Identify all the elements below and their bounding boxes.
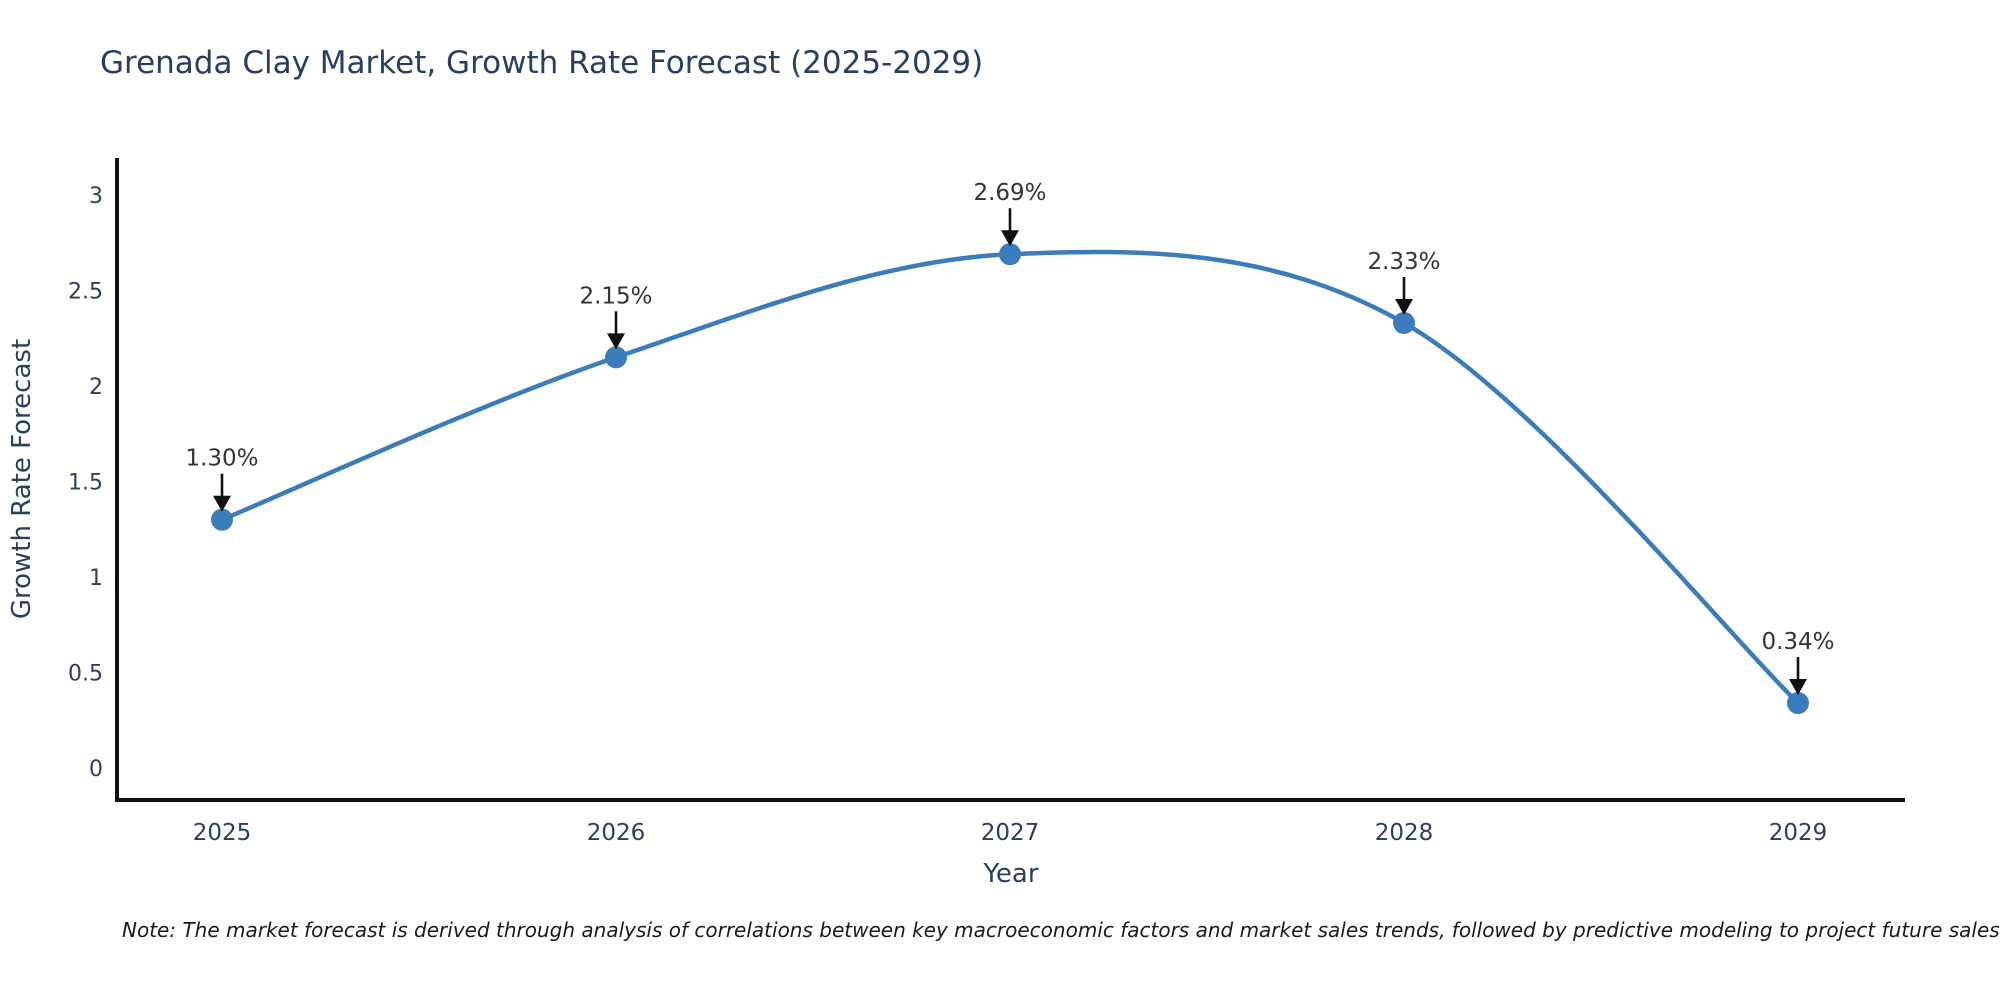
y-tick-label: 0 bbox=[89, 757, 103, 782]
x-tick-label: 2025 bbox=[193, 820, 252, 846]
annotation-label: 0.34% bbox=[1761, 629, 1834, 655]
annotation-label: 2.15% bbox=[579, 283, 652, 309]
series-line bbox=[219, 249, 1801, 706]
annotation-arrow-head bbox=[213, 495, 231, 512]
data-point-marker bbox=[211, 508, 233, 531]
data-point-marker bbox=[605, 346, 627, 369]
footnote: Note: The market forecast is derived thr… bbox=[122, 918, 2000, 942]
y-tick-label: 1 bbox=[89, 566, 103, 591]
chart-title: Grenada Clay Market, Growth Rate Forecas… bbox=[100, 45, 984, 81]
x-tick-label: 2026 bbox=[587, 820, 646, 846]
annotation-arrow-head bbox=[1001, 230, 1019, 247]
data-point-marker bbox=[1787, 692, 1809, 715]
annotation-arrow-head bbox=[607, 333, 625, 350]
x-tick-label: 2027 bbox=[981, 820, 1040, 846]
annotation-arrow-head bbox=[1395, 298, 1413, 315]
x-tick-label: 2029 bbox=[1769, 820, 1828, 846]
annotation-label: 1.30% bbox=[185, 446, 258, 472]
y-tick-label: 1.5 bbox=[68, 471, 103, 496]
annotation-label: 2.69% bbox=[973, 180, 1046, 206]
y-tick-label: 2 bbox=[89, 375, 103, 400]
annotation-arrow-head bbox=[1789, 679, 1807, 696]
y-tick-label: 3 bbox=[89, 184, 103, 209]
y-axis-title: Growth Rate Forecast bbox=[7, 339, 37, 619]
annotation-label: 2.33% bbox=[1367, 249, 1440, 275]
y-tick-label: 2.5 bbox=[68, 280, 103, 305]
data-point-marker bbox=[1393, 311, 1415, 334]
x-tick-label: 2028 bbox=[1375, 820, 1434, 846]
x-axis-title: Year bbox=[982, 859, 1038, 889]
y-tick-label: 0.5 bbox=[68, 662, 103, 687]
data-point-marker bbox=[999, 243, 1021, 266]
